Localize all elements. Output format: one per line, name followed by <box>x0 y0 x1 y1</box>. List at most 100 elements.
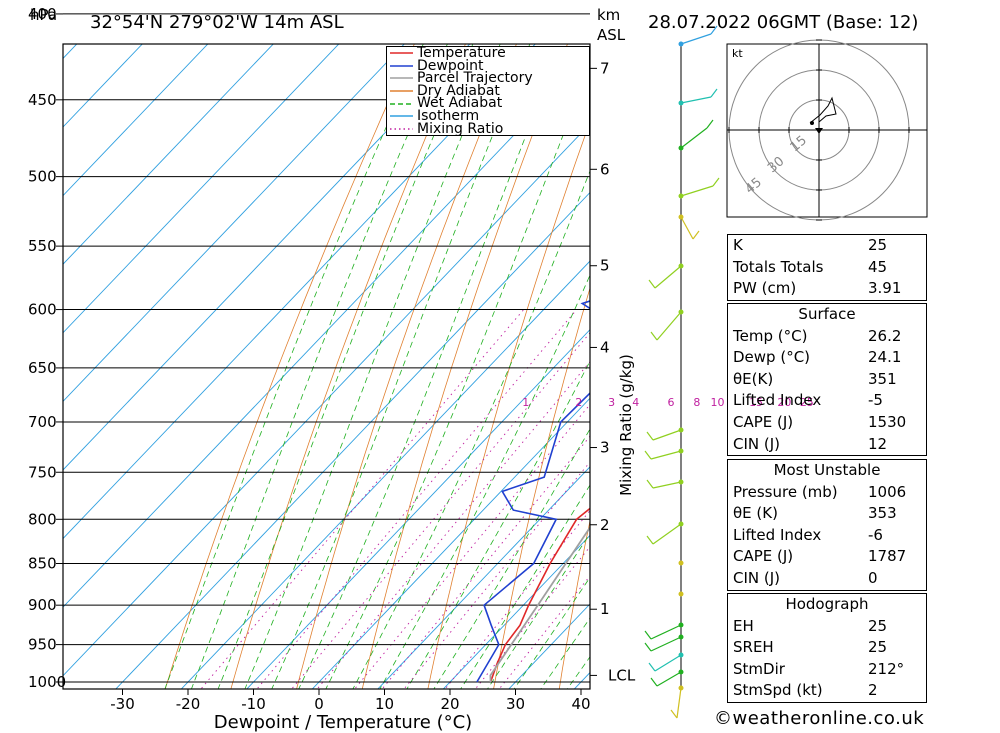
legend-label: Mixing Ratio <box>417 120 504 137</box>
wind-barb-flag <box>648 279 656 289</box>
temperature-tick-label: -10 <box>241 695 266 713</box>
wind-barb <box>680 185 714 197</box>
wet-adiabat-line <box>433 428 590 689</box>
unit-km: km <box>597 6 620 24</box>
wind-barb-flag <box>646 479 654 489</box>
wet-adiabat-line <box>513 576 590 689</box>
legend-item: Mixing Ratio <box>387 120 589 137</box>
isotherm-line <box>246 328 590 689</box>
legend-item: Dry Adiabat <box>387 84 589 98</box>
wet-adiabat-line <box>190 44 448 689</box>
index-value: 3.91 <box>868 279 902 298</box>
surface-value: 1530 <box>868 412 907 431</box>
temperature-tick-label: 10 <box>375 695 394 713</box>
wet-adiabat-line <box>164 44 424 689</box>
temperature-profile <box>489 507 590 683</box>
legend-item: Temperature <box>387 45 589 61</box>
pressure-tick-label: 800 <box>28 510 57 528</box>
most-unstable-row: CIN (J) 0 <box>728 568 926 590</box>
hodograph-stat-row: SREH 25 <box>728 637 926 659</box>
pressure-tick-label: 700 <box>28 413 57 431</box>
pressure-tick-label: 1000 <box>28 673 66 691</box>
height-tick-label: 2 <box>600 516 610 534</box>
wind-barb-flag <box>646 431 654 441</box>
most-unstable-value: 1006 <box>868 482 907 501</box>
height-tick-label: 5 <box>600 257 610 275</box>
surface-value: 351 <box>868 369 897 388</box>
most-unstable-value: 0 <box>868 568 878 587</box>
wind-barb-flag <box>710 88 718 98</box>
isotherm-line <box>311 397 590 689</box>
legend-swatch <box>390 102 413 105</box>
hodograph-stat-label: StmDir <box>733 659 785 678</box>
wet-adiabat-line <box>487 532 590 689</box>
isotherm-line <box>377 466 590 689</box>
legend-swatch <box>390 52 413 55</box>
mixing-ratio-line <box>316 361 590 689</box>
isotherm-line <box>63 54 590 608</box>
wind-barb <box>650 636 682 652</box>
hodograph-trace <box>809 96 837 124</box>
temperature-tick-label: -30 <box>110 695 135 713</box>
most-unstable-value: 353 <box>868 504 897 523</box>
hodograph-stat-row: StmSpd (kt) 2 <box>728 680 926 702</box>
pressure-tick-label: 600 <box>28 301 57 319</box>
dry-adiabat-line <box>230 44 466 689</box>
legend-label: Isotherm <box>417 107 480 124</box>
temperature-tick-label: -20 <box>176 695 201 713</box>
wet-adiabat-line <box>244 44 501 689</box>
mixing-ratio-label: 8 <box>693 396 700 409</box>
mixing-ratio-label: 1 <box>522 396 529 409</box>
pressure-tick-label: 650 <box>28 359 57 377</box>
dry-adiabat-line <box>558 518 590 689</box>
legend-swatch <box>390 65 413 67</box>
isotherm-line <box>63 44 471 471</box>
isotherm-line <box>180 260 590 689</box>
hodograph-unit: kt <box>732 47 743 60</box>
index-row: PW (cm) 3.91 <box>728 278 926 300</box>
pressure-tick-label: 400 <box>28 5 57 23</box>
legend-label: Temperature <box>417 45 506 61</box>
wind-barb <box>654 654 682 672</box>
legend-swatch <box>390 90 413 92</box>
wind-barb <box>676 687 682 719</box>
surface-label: Dewp (°C) <box>733 348 811 367</box>
mixing-ratio-line <box>291 332 590 689</box>
most-unstable-value: 1787 <box>868 547 907 566</box>
wet-adiabat-line <box>217 44 474 689</box>
index-label: PW (cm) <box>733 279 797 298</box>
mixing-ratio-line <box>403 461 590 689</box>
most-unstable-label: Lifted Index <box>733 525 822 544</box>
hodograph-point <box>810 121 814 125</box>
isotherm-line <box>442 534 590 689</box>
dry-adiabat-line <box>164 44 415 689</box>
mixing-ratio-axis-label: Mixing Ratio (g/kg) <box>617 354 635 496</box>
height-tick-label: 3 <box>600 439 610 457</box>
wind-barb <box>650 624 682 640</box>
legend-item: Wet Adiabat <box>387 97 589 110</box>
legend-label: Dewpoint <box>417 57 484 74</box>
surface-value: 12 <box>868 434 888 453</box>
most-unstable-value: -6 <box>868 525 883 544</box>
storm-motion-marker <box>815 128 823 134</box>
surface-label: Temp (°C) <box>733 326 808 345</box>
most-unstable-row: Pressure (mb) 1006 <box>728 482 926 504</box>
surface-value: -5 <box>868 391 883 410</box>
footer-credit: ©weatheronline.co.uk <box>714 708 925 729</box>
location-title: 32°54'N 279°02'W 14m ASL <box>90 12 344 33</box>
surface-label: CAPE (J) <box>733 412 794 431</box>
height-tick-label: 1 <box>600 600 610 618</box>
height-tick-label: 6 <box>600 160 610 178</box>
wind-barb <box>680 127 708 149</box>
most-unstable-row: Lifted Index -6 <box>728 525 926 547</box>
legend-item: Dewpoint <box>387 57 589 74</box>
isotherm-line <box>63 44 209 197</box>
hodograph-ring-label: 15 <box>788 133 810 155</box>
legend-swatch <box>390 128 413 130</box>
temperature-tick-label: 30 <box>506 695 525 713</box>
wind-dot <box>678 560 684 566</box>
hodograph-stat-value: 25 <box>868 638 888 657</box>
pressure-tick-label: 900 <box>28 596 57 614</box>
most-unstable-label: Pressure (mb) <box>733 482 838 501</box>
wind-barb <box>650 450 682 460</box>
